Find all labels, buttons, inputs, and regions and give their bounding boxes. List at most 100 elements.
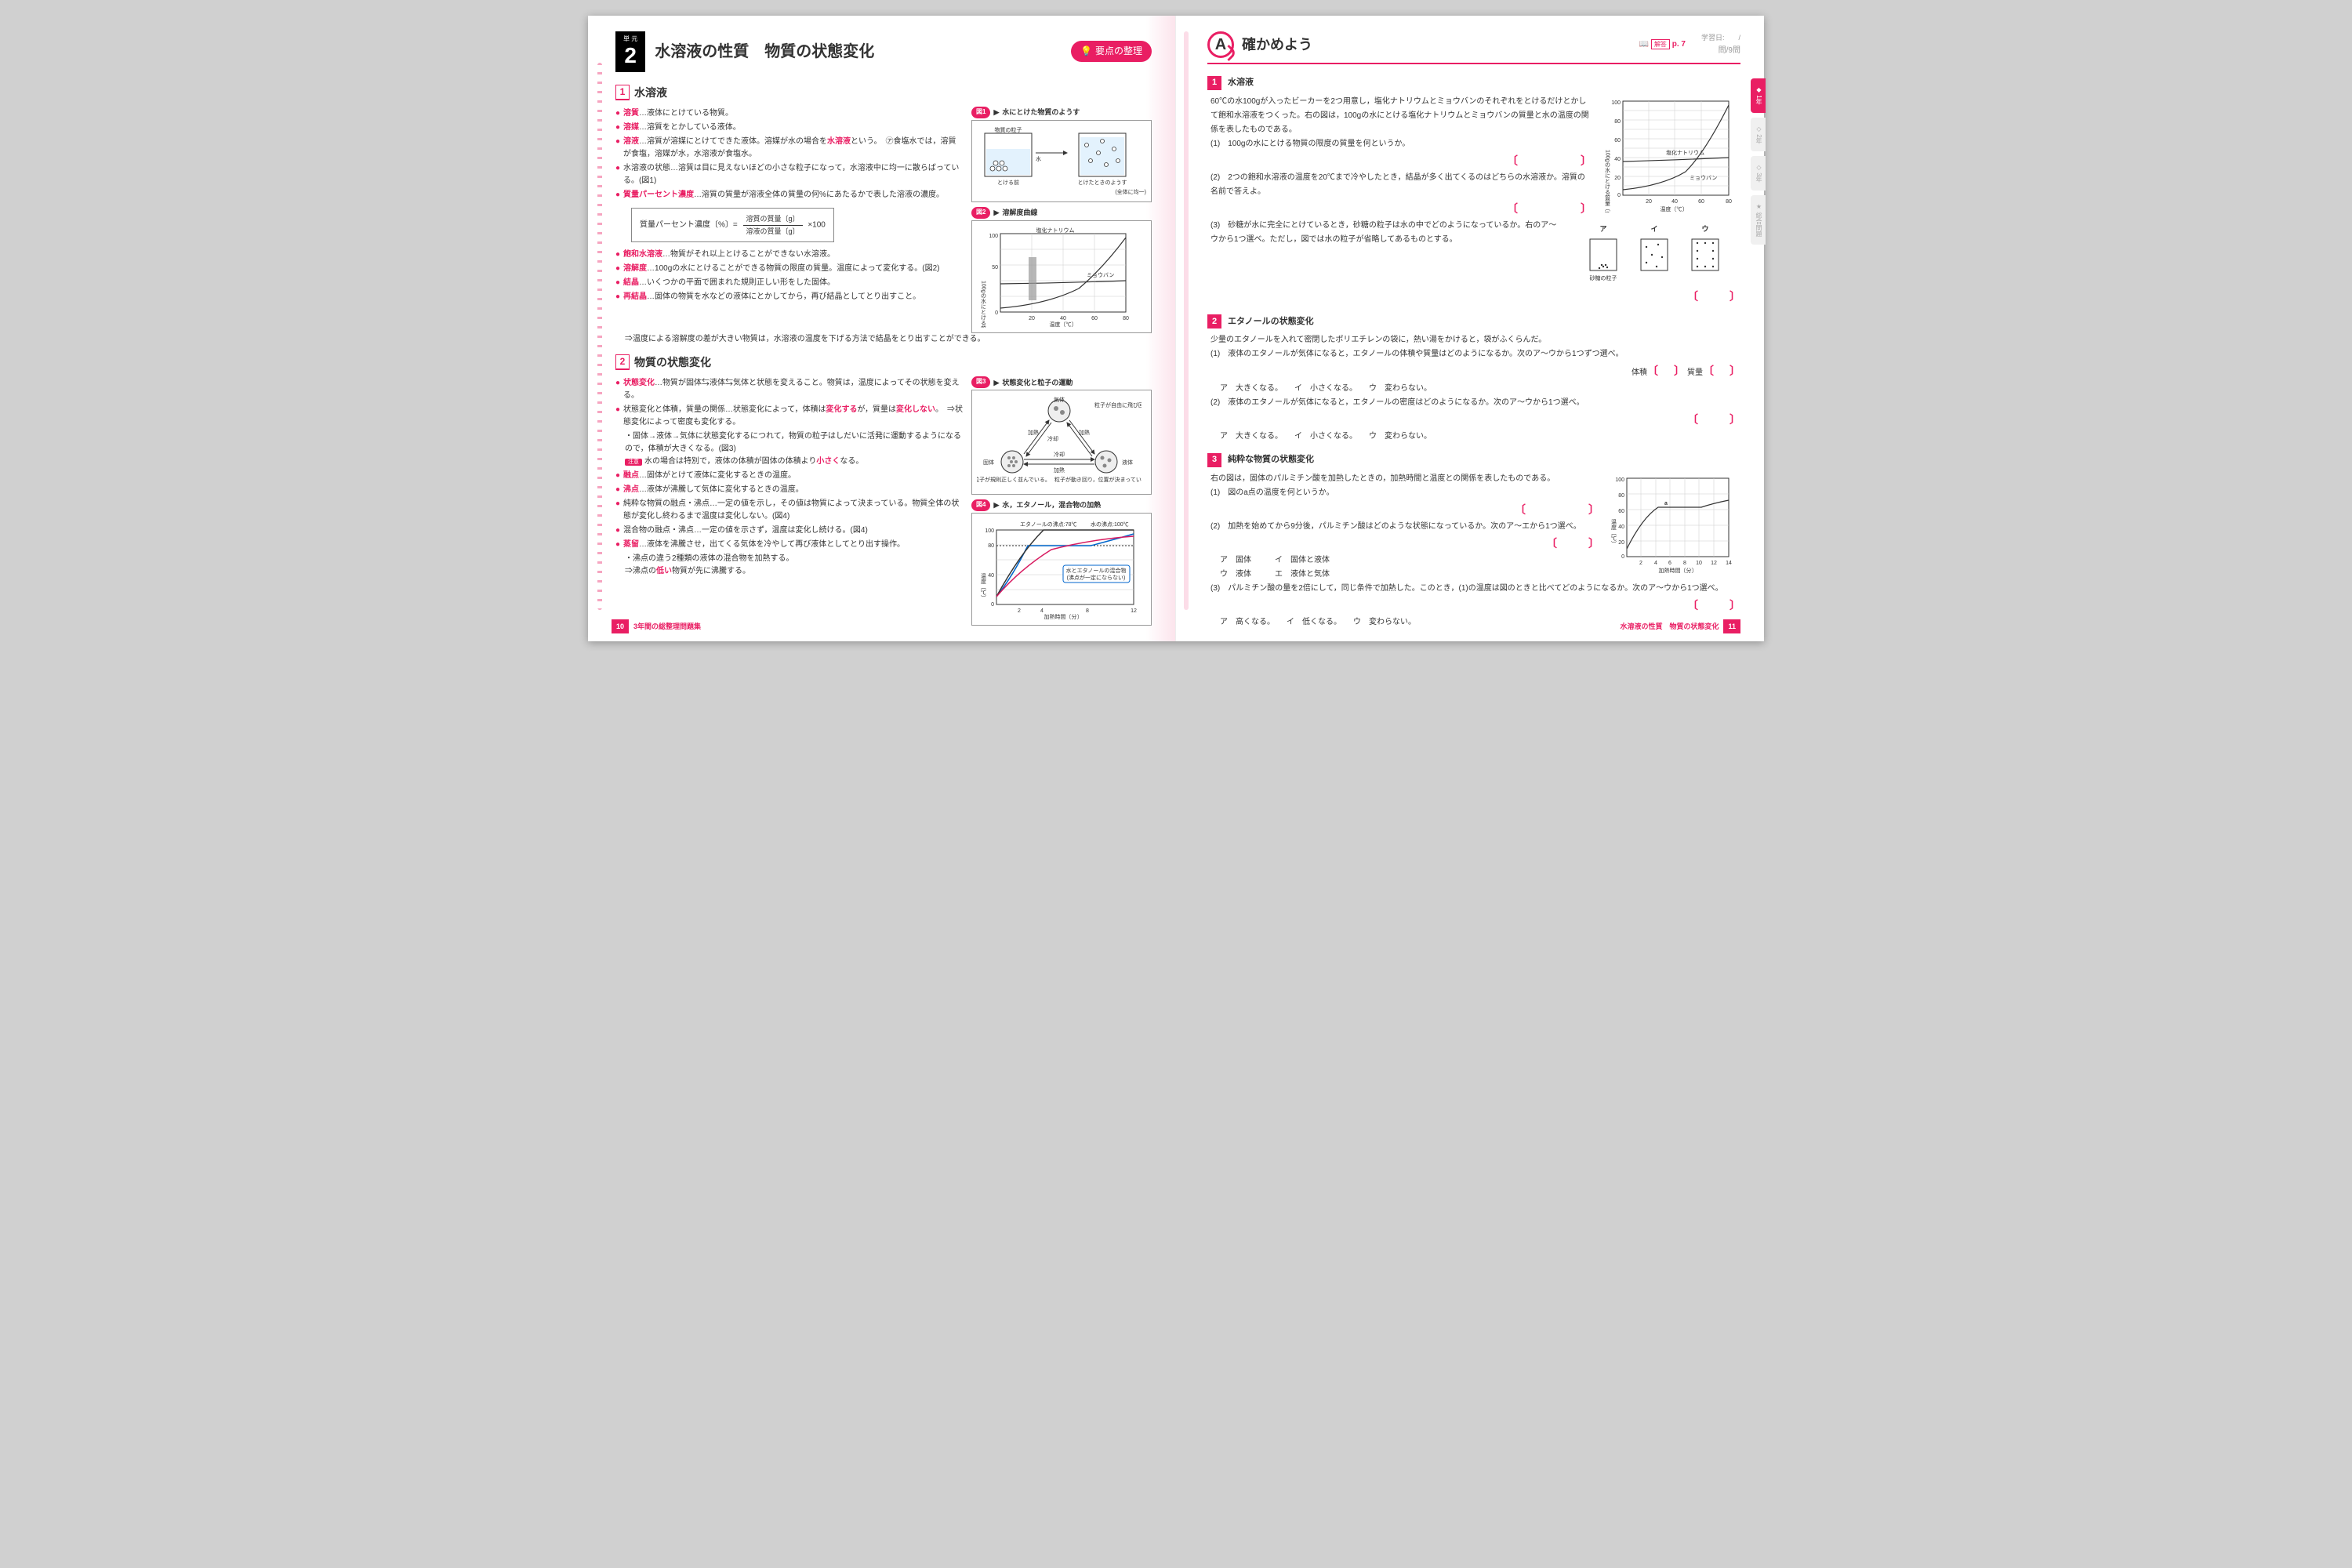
section-1-header: 1 水溶液 [615,84,1152,101]
svg-text:加熱時間〔分〕: 加熱時間〔分〕 [1044,613,1083,620]
svg-text:40: 40 [1671,199,1678,205]
svg-text:気体: 気体 [1054,396,1065,403]
svg-text:温度〔℃〕: 温度〔℃〕 [1050,321,1077,328]
svg-text:8: 8 [1086,608,1089,614]
svg-text:加熱時間〔分〕: 加熱時間〔分〕 [1659,567,1697,574]
section-2-header: 2 物質の状態変化 [615,354,1152,371]
left-footer: 10 3年間の総整理問題集 [612,619,701,633]
svg-text:温度〔℃〕: 温度〔℃〕 [981,572,987,601]
svg-text:20: 20 [1618,540,1624,546]
svg-text:加熱: 加熱 [1079,429,1090,436]
unit-number-box: 単 元 2 [615,31,645,72]
right-page: ◆ 1年 ◇ 2年 ◇ 3年 ★ 総合問題 A 確かめよう 📖 解答 p. 7 … [1176,16,1764,641]
svg-text:とける前: とける前 [997,179,1019,186]
q3-header: 3純粋な物質の状態変化 [1207,453,1740,467]
svg-text:塩化ナトリウム: 塩化ナトリウム [1666,149,1704,156]
svg-text:ミョウバン: ミョウバン [1690,175,1717,181]
svg-text:100: 100 [1611,100,1621,106]
section-1-content: 溶質…液体にとけている物質。 溶媒…溶質をとかしている液体。 溶液…溶質が溶媒に… [615,106,1152,333]
svg-text:塩化ナトリウム: 塩化ナトリウム [1036,227,1075,234]
svg-text:水: 水 [1036,155,1041,162]
summary-badge: 💡 要点の整理 [1071,41,1152,62]
fig1-label: 図1▶水にとけた物質のようす [971,107,1080,118]
lightbulb-icon: 💡 [1080,44,1092,59]
svg-text:60: 60 [1091,316,1098,321]
svg-text:100gの水にとける質量〔g〕: 100gの水にとける質量〔g〕 [1605,150,1611,212]
svg-text:8: 8 [1683,561,1686,566]
arrow-icon: ▶ [993,107,999,118]
unit-title: 水溶液の性質 物質の状態変化 [655,39,1071,64]
fig3-state-diagram: 気体 固体 液体 加熱 加熱 冷却 冷却 加熱 粒子が自由に飛び回っている。 粒… [971,390,1152,495]
svg-text:粒子が自由に飛び回っている。: 粒子が自由に飛び回っている。 [1094,401,1142,408]
fig2-solubility-chart: 塩化ナトリウム ミョウバン 100500 20406080 100gの水にとける… [971,220,1152,333]
svg-text:10: 10 [1696,561,1702,566]
svg-text:14: 14 [1726,561,1732,566]
svg-text:80: 80 [1726,199,1732,205]
svg-text:0: 0 [1617,193,1621,198]
svg-text:液体: 液体 [1122,459,1133,466]
svg-text:4: 4 [1040,608,1044,614]
q1-solubility-chart: 塩化ナトリウム ミョウバン 100806040200 20406080 100g… [1599,95,1737,212]
tab-general[interactable]: ★ 総合問題 [1751,195,1766,245]
svg-text:40: 40 [1060,316,1066,321]
svg-text:60: 60 [1698,199,1704,205]
svg-text:40: 40 [1614,157,1621,162]
svg-text:20: 20 [1646,199,1652,205]
section-1-tail: ⇒温度による溶解度の差が大きい物質は，水溶液の温度を下げる方法で結晶をとり出すこ… [615,333,1152,346]
right-header: A 確かめよう 📖 解答 p. 7 学習日: / 問/9問 [1207,31,1740,64]
fig1: 物質の粒子 水 とける前 とけたときのようす (全体に均一) [971,120,1152,202]
svg-text:2: 2 [1639,561,1642,566]
right-footer: 水溶液の性質 物質の状態変化 11 [1620,619,1740,633]
svg-text:50: 50 [992,265,998,270]
svg-text:温度〔℃〕: 温度〔℃〕 [1661,205,1688,212]
arrow-icon: ▶ [993,377,999,388]
left-page: 単 元 2 水溶液の性質 物質の状態変化 💡 要点の整理 1 水溶液 溶質…液体… [588,16,1176,641]
svg-text:40: 40 [1618,524,1624,530]
svg-text:粒子が規則正しく並んでいる。: 粒子が規則正しく並んでいる。 [977,476,1051,483]
svg-text:とけたときのようす: とけたときのようす [1078,180,1127,186]
svg-text:加熱: 加熱 [1054,466,1065,474]
answer-page-ref: 📖 解答 p. 7 [1639,38,1686,51]
q2-header: 2エタノールの状態変化 [1207,314,1740,328]
tab-year3[interactable]: ◇ 3年 [1751,156,1766,191]
svg-text:0: 0 [1621,554,1624,560]
right-title: 確かめよう [1242,34,1639,56]
tab-year1[interactable]: ◆ 1年 [1751,78,1766,113]
svg-text:4: 4 [1654,561,1657,566]
svg-text:80: 80 [988,543,994,549]
side-tabs: ◆ 1年 ◇ 2年 ◇ 3年 ★ 総合問題 [1751,78,1766,245]
svg-text:20: 20 [1029,316,1035,321]
svg-text:100: 100 [989,234,998,239]
svg-text:80: 80 [1618,493,1624,499]
tab-year2[interactable]: ◇ 2年 [1751,118,1766,152]
svg-text:水とエタノールの混合物: 水とエタノールの混合物 [1066,567,1127,574]
page-spread: 単 元 2 水溶液の性質 物質の状態変化 💡 要点の整理 1 水溶液 溶質…液体… [588,16,1764,641]
svg-text:ミョウバン: ミョウバン [1087,272,1114,278]
arrow-icon: ▶ [993,207,999,218]
svg-text:40: 40 [988,573,994,579]
svg-text:水の沸点:100℃: 水の沸点:100℃ [1091,521,1129,528]
arrow-icon: ▶ [993,499,999,510]
svg-text:60: 60 [1618,509,1624,514]
section-number: 1 [615,85,630,100]
dissolving-diagram: 物質の粒子 水 とける前 とけたときのようす [977,125,1142,188]
fig4-heating-chart: 10080400 24812 水とエタノールの混合物 (沸点が一定にならない) … [971,513,1152,626]
svg-text:100gの水にとける質量〔g〕: 100gの水にとける質量〔g〕 [981,281,987,328]
svg-text:12: 12 [1711,561,1717,566]
svg-text:固体: 固体 [983,459,994,466]
svg-text:冷却: 冷却 [1047,435,1058,442]
svg-text:エタノールの沸点:78℃: エタノールの沸点:78℃ [1020,521,1077,528]
q1-header: 1水溶液 [1207,76,1740,90]
svg-text:60: 60 [1614,138,1621,143]
svg-text:0: 0 [995,310,998,316]
svg-text:(沸点が一定にならない): (沸点が一定にならない) [1067,574,1126,581]
svg-text:加熱: 加熱 [1028,429,1039,436]
book-icon: 📖 [1639,40,1649,49]
svg-text:12: 12 [1131,608,1137,614]
svg-text:0: 0 [991,602,994,608]
study-date: 学習日: / 問/9問 [1701,32,1740,57]
svg-text:粒子が動き回り，位置が決まっていない。: 粒子が動き回り，位置が決まっていない。 [1054,476,1142,483]
svg-text:80: 80 [1614,119,1621,125]
q3-heating-chart: a 100806040200 2468101214 温度〔℃〕 加熱時間〔分〕 [1607,472,1737,574]
section-a-icon: A [1207,31,1234,58]
